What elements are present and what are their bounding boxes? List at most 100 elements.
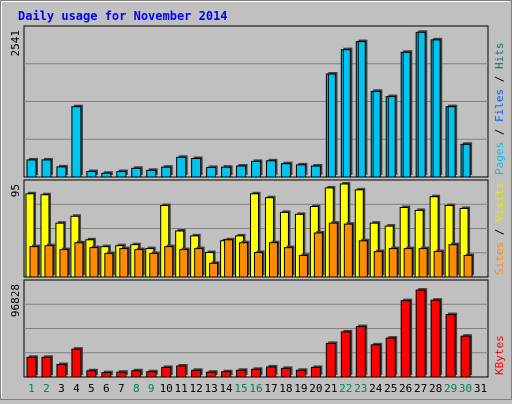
panel-visits: 95 Sites / Visits: [9, 179, 506, 278]
bar-body: [280, 367, 291, 378]
bar-body: [221, 371, 232, 378]
bar-body: [131, 167, 142, 178]
bar-body: [328, 222, 338, 278]
x-tick-label-day-30: 30: [459, 382, 472, 395]
bar-sites-day-17: [268, 240, 280, 278]
bar-body: [433, 251, 443, 278]
x-tick-label-day-9: 9: [148, 382, 155, 395]
bar-body: [101, 172, 112, 178]
legend-entry: Files: [493, 89, 506, 122]
legend-entry: /: [493, 122, 506, 142]
bar-kbytes-day-25: [385, 336, 398, 378]
bar-sites-day-8: [134, 247, 145, 278]
x-tick-label-day-21: 21: [324, 382, 337, 395]
bar-sites-day-14: [224, 237, 235, 278]
bar-sites-day-30: [463, 253, 475, 278]
x-tick-label-day-3: 3: [58, 382, 65, 395]
bar-body: [265, 366, 276, 378]
bar-kbytes-day-20: [310, 365, 323, 378]
bar-body: [86, 171, 97, 178]
bar-sites-day-4: [74, 240, 85, 278]
bar-kbytes-day-5: [86, 368, 98, 378]
bar-kbytes-day-12: [191, 368, 203, 378]
panel-kbytes: 96828 KBytes: [9, 279, 506, 378]
bar-body: [74, 242, 84, 278]
bar-body: [295, 369, 306, 378]
bar-hits-day-11: [176, 155, 188, 178]
bar-body: [403, 248, 413, 278]
bar-sites-day-7: [119, 246, 130, 278]
bar-body: [86, 370, 97, 378]
bar-body: [460, 335, 471, 378]
bar-kbytes-day-1: [26, 355, 38, 378]
x-tick-label-day-31: 31: [474, 382, 487, 395]
bar-body: [206, 371, 217, 378]
x-tick-label-day-19: 19: [294, 382, 307, 395]
bar-body: [388, 248, 398, 278]
bar-body: [340, 331, 351, 378]
bar-hits-day-14: [221, 165, 233, 178]
bar-body: [41, 159, 52, 178]
bar-sites-day-25: [388, 246, 400, 278]
bar-kbytes-day-10: [161, 365, 173, 378]
bar-body: [254, 252, 264, 278]
bar-body: [463, 254, 473, 278]
bar-hits-day-17: [265, 158, 278, 178]
bar-hits-day-5: [86, 169, 98, 178]
bar-body: [161, 166, 172, 178]
bar-hits-day-13: [206, 165, 218, 178]
bar-hits-day-6: [101, 171, 113, 178]
bar-kbytes-day-30: [460, 334, 473, 378]
bar-body: [327, 73, 336, 178]
x-tick-label-day-8: 8: [133, 382, 140, 395]
bar-sites-day-13: [209, 261, 220, 278]
panels-layer: 2541 Pages / Files / Hits 95 Sites / Visits…: [9, 25, 506, 378]
bar-body: [357, 41, 366, 178]
bar-body: [89, 247, 99, 278]
bar-body: [445, 314, 456, 378]
bar-body: [146, 371, 157, 378]
bar-sites-day-5: [89, 245, 100, 278]
bar-hits-day-2: [41, 157, 53, 178]
bar-kbytes-day-27: [415, 288, 428, 378]
bar-body: [71, 106, 82, 178]
bar-body: [209, 262, 219, 278]
bar-pages-day-21: [327, 72, 338, 178]
x-tick-label-day-16: 16: [249, 382, 262, 395]
bar-body: [101, 372, 112, 378]
bar-sites-day-15: [239, 240, 250, 278]
bar-body: [134, 249, 144, 278]
x-tick-label-day-1: 1: [28, 382, 35, 395]
bar-body: [71, 348, 82, 378]
bar-body: [343, 223, 353, 278]
x-tick-label-day-27: 27: [414, 382, 427, 395]
bar-body: [59, 249, 69, 278]
bar-pages-day-24: [372, 89, 383, 178]
bar-body: [56, 166, 67, 178]
legend-entry: Sites: [493, 242, 506, 275]
bar-sites-day-11: [179, 247, 190, 278]
bar-kbytes-day-11: [176, 363, 188, 378]
bar-kbytes-day-7: [116, 370, 128, 378]
bar-body: [402, 51, 411, 178]
bar-body: [29, 246, 39, 278]
x-tick-label-day-5: 5: [88, 382, 95, 395]
bar-kbytes-day-15: [236, 368, 248, 378]
bar-kbytes-day-4: [71, 347, 83, 378]
bar-pages-day-22: [342, 47, 353, 178]
bar-hits-day-10: [161, 165, 173, 178]
bar-sites-day-20: [313, 230, 325, 278]
bar-body: [191, 369, 202, 378]
bar-sites-day-26: [403, 246, 415, 278]
bar-body: [116, 171, 127, 178]
bar-kbytes-day-9: [146, 369, 158, 378]
bar-body: [116, 371, 127, 378]
bar-body: [194, 248, 204, 278]
bar-body: [221, 166, 232, 178]
bar-body: [295, 164, 306, 178]
x-tick-label-day-7: 7: [118, 382, 125, 395]
bar-kbytes-day-17: [265, 364, 278, 378]
bar-body: [146, 169, 157, 178]
x-tick-label-day-15: 15: [234, 382, 247, 395]
bar-body: [372, 90, 381, 178]
